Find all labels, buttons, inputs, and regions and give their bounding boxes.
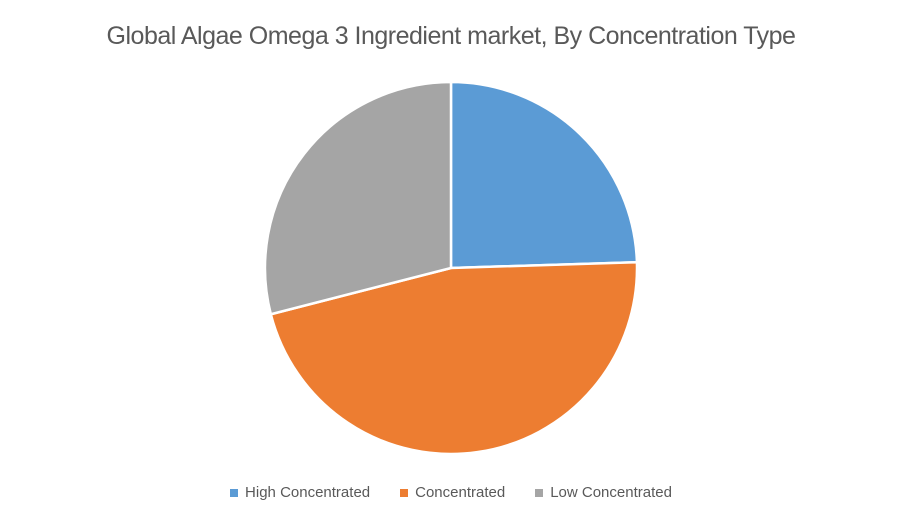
- pie-slice-high-concentrated: [449, 80, 639, 270]
- legend-label: Low Concentrated: [550, 484, 672, 501]
- legend-item-concentrated: Concentrated: [400, 484, 505, 501]
- legend-swatch: [230, 488, 239, 497]
- legend-item-high-concentrated: High Concentrated: [230, 484, 370, 501]
- pie-slice-concentrated: [269, 260, 639, 456]
- legend-label: High Concentrated: [245, 484, 371, 501]
- legend-label: Concentrated: [415, 484, 506, 501]
- pie-slice-low-concentrated: [263, 80, 453, 316]
- legend-item-low-concentrated: Low Concentrated: [535, 484, 672, 501]
- chart-title: Global Algae Omega 3 Ingredient market, …: [106, 22, 796, 50]
- legend-swatch: [400, 488, 409, 497]
- pie-slices: [263, 80, 639, 456]
- legend-swatch: [535, 488, 544, 497]
- legend: High Concentrated Concentrated Low Conce…: [0, 484, 902, 501]
